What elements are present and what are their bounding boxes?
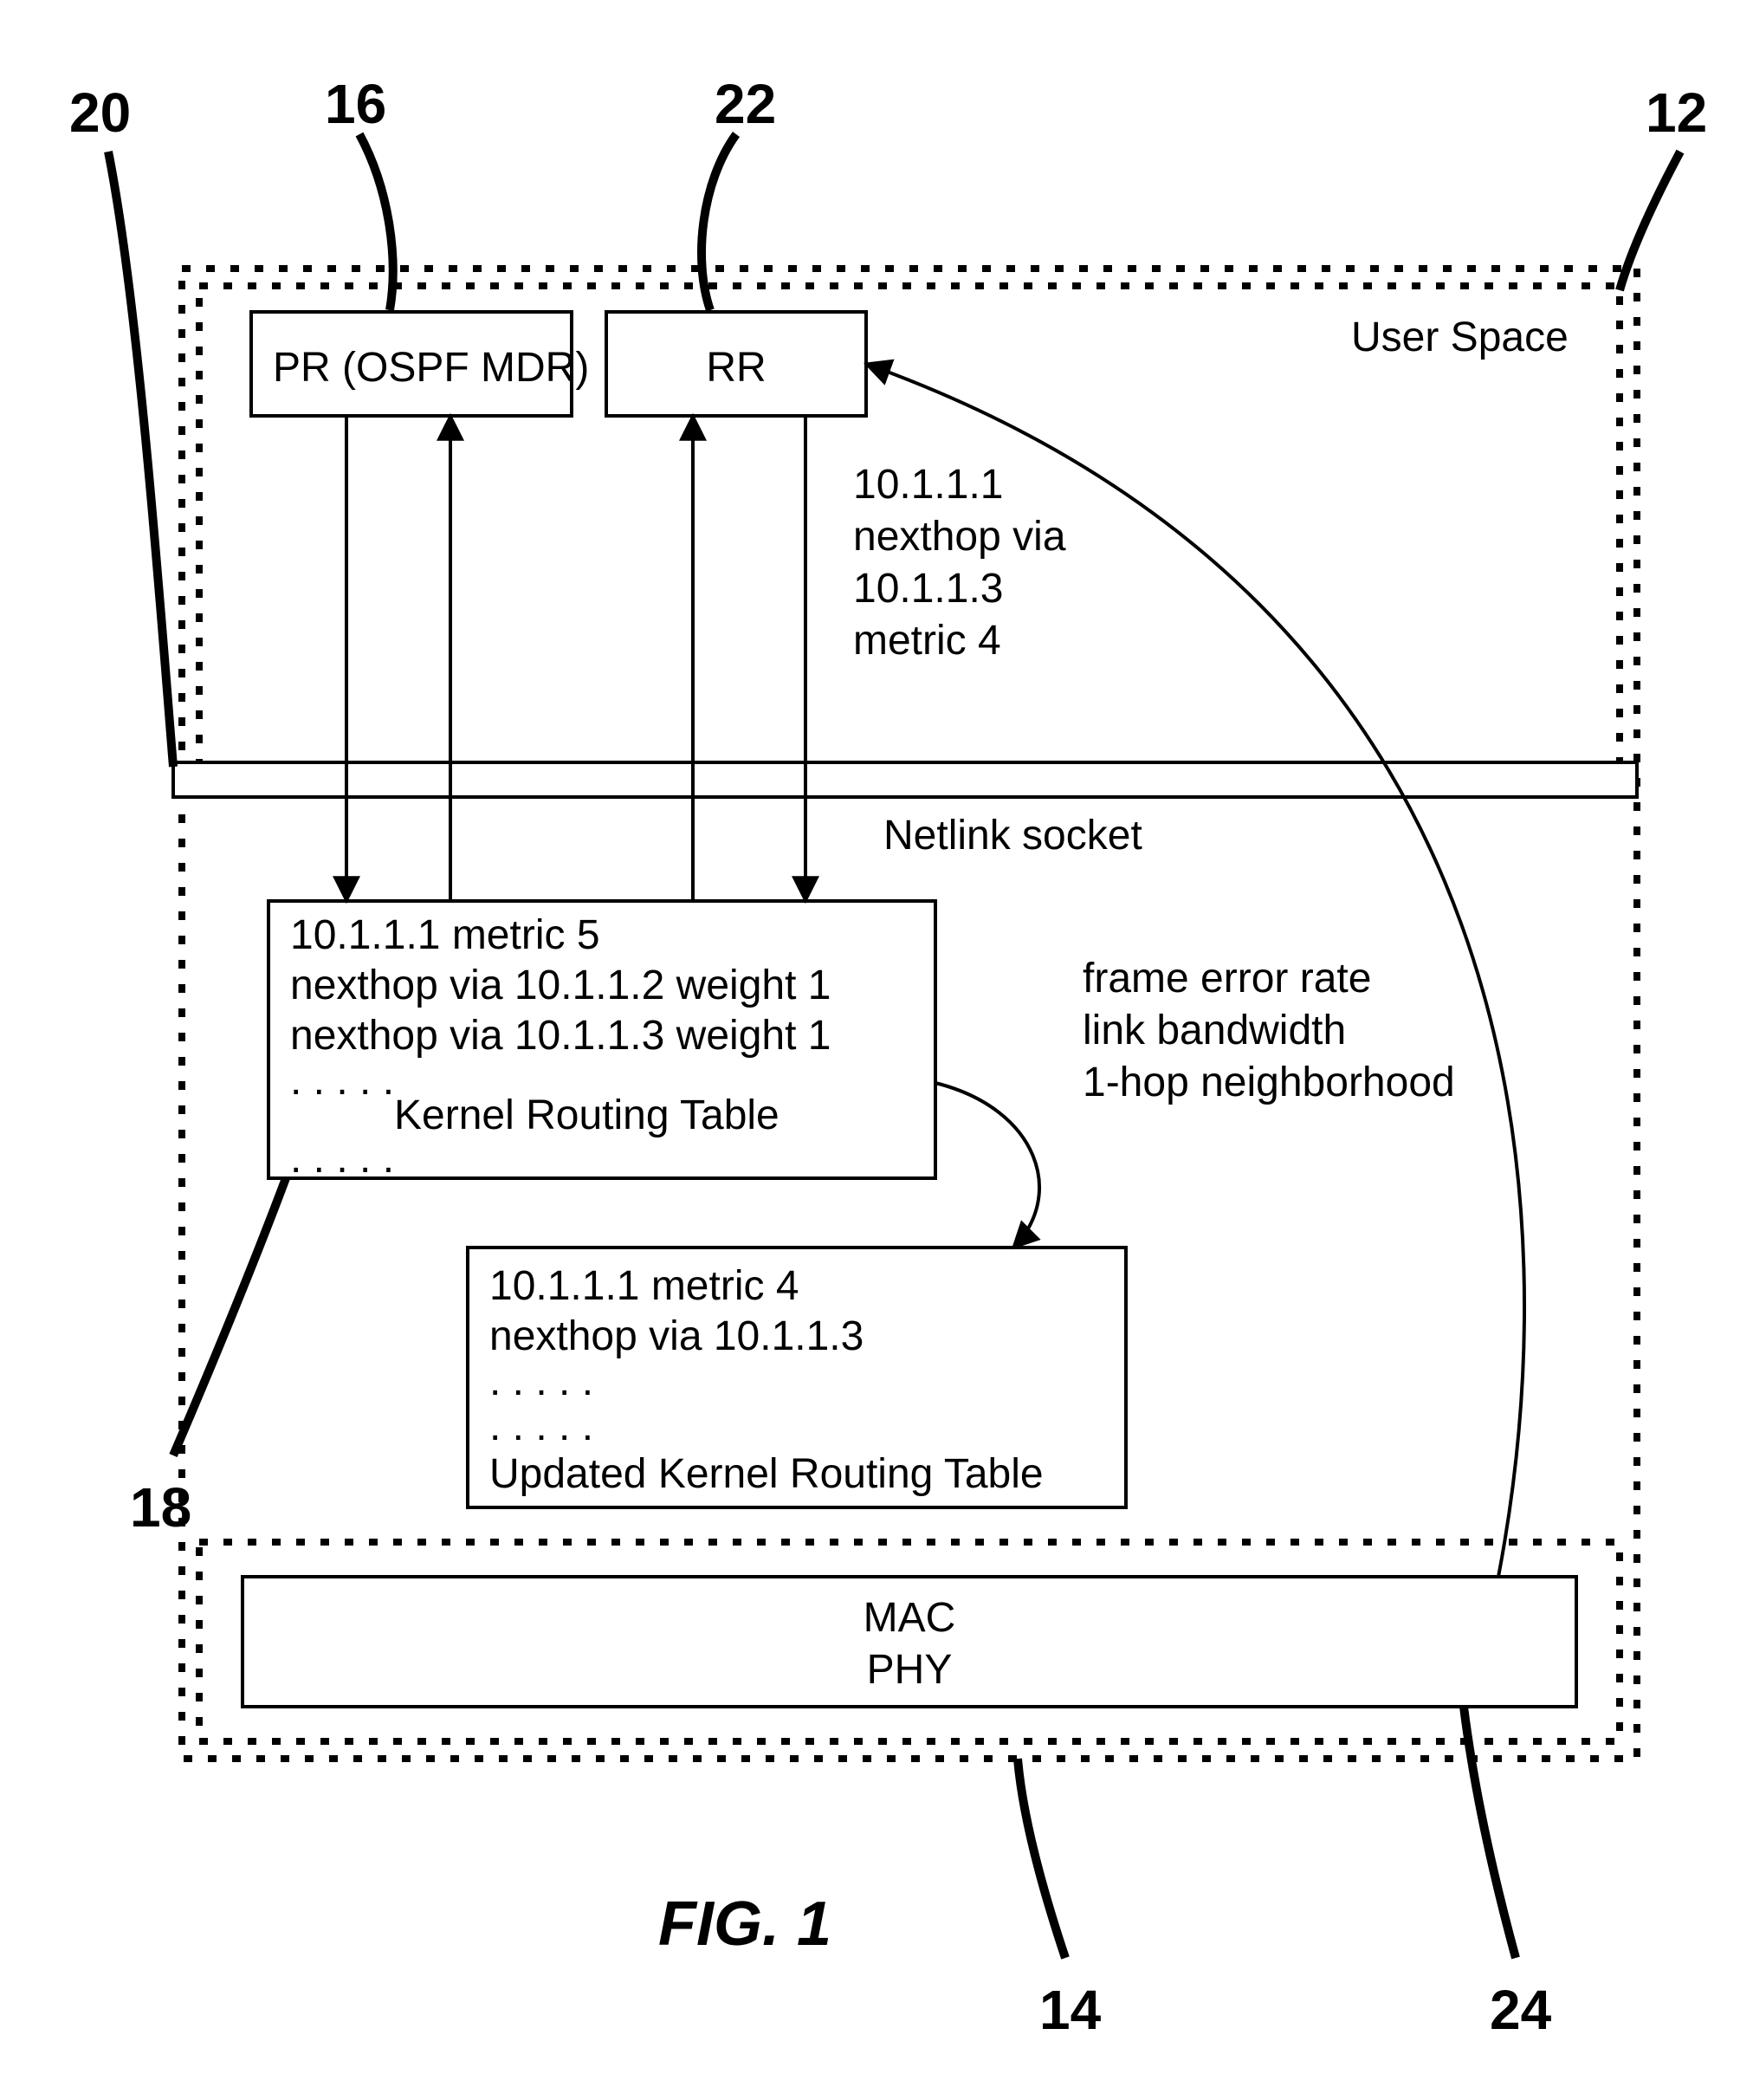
feedback-annotation: frame error rate link bandwidth 1-hop ne…: [1083, 953, 1455, 1109]
ktable-caption: Kernel Routing Table: [394, 1090, 779, 1142]
leader-14: [1018, 1759, 1065, 1958]
figure-title: FIG. 1: [658, 1889, 831, 1960]
utable-line2: nexthop via 10.1.1.3: [489, 1311, 864, 1363]
utable-dots1: . . . . .: [489, 1356, 593, 1408]
netlink-label: Netlink socket: [883, 810, 1142, 862]
utable-dots2: . . . . .: [489, 1401, 593, 1453]
phy-label: PHY: [243, 1644, 1576, 1696]
leader-22: [702, 134, 736, 310]
user-space-label: User Space: [1351, 312, 1569, 364]
diagram-canvas: 20 16 22 12 18 14 24 PR (OSPF MDR) RR Us…: [0, 0, 1753, 2100]
leader-20: [108, 152, 173, 767]
netlink-socket-bar: [173, 762, 1637, 797]
rr-down-annotation: 10.1.1.1 nexthop via 10.1.1.3 metric 4: [853, 459, 1066, 667]
ref-24: 24: [1490, 1975, 1551, 2045]
ktable-line3: nexthop via 10.1.1.3 weight 1: [290, 1010, 831, 1062]
ref-18: 18: [130, 1473, 191, 1542]
ref-20: 20: [69, 78, 131, 147]
ktable-line2: nexthop via 10.1.1.2 weight 1: [290, 960, 831, 1012]
ktable-line1: 10.1.1.1 metric 5: [290, 910, 600, 962]
ref-16: 16: [325, 69, 386, 139]
leader-18: [173, 1178, 286, 1455]
pr-label: PR (OSPF MDR): [273, 342, 589, 394]
ref-12: 12: [1646, 78, 1707, 147]
utable-line1: 10.1.1.1 metric 4: [489, 1261, 799, 1312]
rr-label: RR: [606, 342, 866, 394]
leader-12: [1620, 152, 1680, 290]
ref-14: 14: [1039, 1975, 1101, 2045]
utable-caption: Updated Kernel Routing Table: [489, 1449, 1044, 1500]
table-update-arrow: [935, 1083, 1039, 1248]
mac-label: MAC: [243, 1592, 1576, 1644]
ref-22: 22: [715, 69, 776, 139]
ktable-dots1: . . . . .: [290, 1055, 394, 1107]
ktable-dots2: . . . . .: [290, 1133, 394, 1185]
